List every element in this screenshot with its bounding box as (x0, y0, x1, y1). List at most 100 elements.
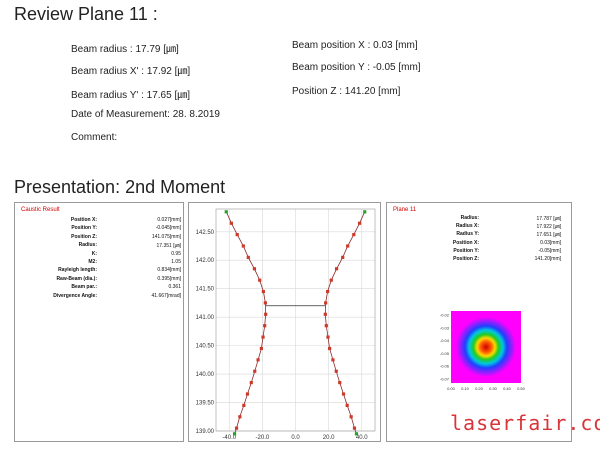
data-point-right (334, 267, 339, 271)
data-point-right (357, 221, 362, 225)
y-tick-label: 139.00 (196, 429, 215, 435)
data-point-right (341, 255, 345, 259)
value-row-value: 0.027[mm] (157, 217, 181, 223)
value-row: Radius Y: 17.651 [㎛] (387, 231, 571, 239)
x-tick-label: -20.0 (256, 435, 270, 441)
x-tick-label: 20.0 (323, 435, 335, 441)
beam-position-x-label: Beam position X : 0.03 [mm] (292, 40, 418, 51)
value-row-value: 0.361 (168, 284, 181, 291)
y-tick-label: 141.50 (196, 287, 215, 293)
value-row-value: 0.395[mm] (157, 275, 181, 282)
value-row-label: Radius: (78, 242, 97, 249)
review-title: Review Plane 11 : (14, 4, 158, 24)
data-point-left (258, 278, 262, 282)
data-point-right (329, 278, 333, 282)
value-row: Radius X: 17.922 [㎛] (387, 223, 571, 231)
data-point-right (324, 324, 328, 328)
data-point-left (235, 233, 239, 237)
plot-area-border (215, 208, 376, 432)
data-point-right (338, 381, 342, 385)
data-point-left (263, 301, 267, 305)
value-row-label: Position X: (70, 217, 97, 223)
data-point-left (229, 221, 234, 225)
value-row-value: 0.95 (171, 250, 181, 257)
value-row: Rayleigh length: 0.834[mm] (15, 267, 183, 275)
measurement-date-label: Date of Measurement: 28. 8.2019 (71, 109, 220, 120)
profile-x-tick-label: 0.10 (461, 386, 470, 391)
profile-x-tick-label: 0.30 (489, 386, 498, 391)
value-row: M2: 1.05 (15, 259, 183, 267)
value-row-label: Position Y: (71, 225, 97, 232)
value-row-value: 141.20[mm] (534, 256, 561, 262)
profile-x-tick-label: 0.40 (503, 386, 512, 391)
data-point-right (345, 403, 349, 407)
data-point-right (326, 335, 330, 339)
value-row-label: Position Z: (453, 256, 479, 262)
profile-y-tick-label: -0.03 (440, 325, 450, 330)
data-point-right (326, 289, 330, 294)
profile-y-tick-label: -0.04 (440, 338, 450, 343)
value-row-label: Radius X: (455, 223, 479, 230)
plane-panel: Plane 11 Radius: 17.787 [㎛] Radius X: 17.92… (386, 202, 572, 442)
value-row-label: K: (91, 250, 97, 257)
profile-x-tick-label: 0.50 (517, 386, 526, 391)
caustic-chart-panel: -40.0 -20.0 0.0 20.0 40.0 139.00 139.50 140.00 1… (188, 202, 381, 442)
value-row: Beam par.: 0.361 (15, 284, 183, 292)
value-row-value: 0.03[mm] (540, 239, 561, 246)
data-point-left (242, 403, 246, 407)
value-row-label: Radius: (460, 215, 479, 221)
value-row-label: Position Y: (453, 247, 479, 254)
data-point-right (346, 244, 350, 248)
data-point-right (363, 210, 367, 214)
x-tick-label: 0.0 (291, 435, 300, 441)
data-point-left (224, 210, 228, 214)
caustic-fit-line-right (324, 211, 366, 434)
value-row-value: 17.922 [㎛] (536, 224, 561, 231)
value-row: Position X: 0.027[mm] (15, 217, 183, 225)
data-point-left (256, 358, 260, 362)
data-point-left (246, 255, 250, 259)
data-point-right (324, 301, 328, 305)
value-row-value: -0.05[mm] (538, 247, 561, 254)
value-row-value: 17.351 [㎛] (156, 243, 181, 250)
value-row-value: 17.787 [㎛] (536, 216, 561, 222)
comment-label: Comment: (71, 132, 118, 143)
value-row-label: Rayleigh length: (58, 267, 97, 274)
x-tick-label: -40.0 (222, 435, 236, 441)
value-row-value: 41.667[mrad] (151, 292, 181, 299)
caustic-panel-title: Caustic Result (21, 207, 60, 213)
data-point-right (331, 358, 335, 362)
profile-x-tick-label: 0.00 (447, 386, 456, 391)
value-row-value: 17.651 [㎛] (536, 232, 561, 239)
profile-y-tick-label: -0.07 (440, 377, 450, 382)
data-point-left (253, 369, 257, 373)
y-tick-label: 141.00 (196, 315, 215, 321)
data-point-left (234, 426, 239, 430)
value-row: Radius: 17.787 [㎛] (387, 215, 571, 223)
value-row: Position X: 0.03[mm] (387, 240, 571, 248)
value-row-value: 1.05 (171, 259, 181, 265)
value-row: Radius: 17.351 [㎛] (15, 242, 183, 250)
value-row: Position Y: -0.05[mm] (387, 248, 571, 256)
data-point-left (264, 312, 268, 316)
value-row-label: Raw-Beam (dia.): (56, 275, 97, 282)
data-point-right (354, 432, 359, 436)
presentation-title: Presentation: 2nd Moment (14, 177, 226, 197)
caustic-fit-line-left (225, 211, 267, 434)
beam-radius-label: Beam radius : 17.79 [㎛] (71, 44, 179, 55)
value-row: Position Z: 141.075[mm] (15, 234, 183, 242)
data-point-right (352, 426, 357, 430)
value-row-label: Position X: (452, 239, 479, 246)
value-row-label: M2: (88, 259, 97, 265)
y-tick-label: 142.50 (196, 230, 215, 236)
y-tick-label: 142.00 (196, 258, 215, 264)
profile-x-tick-label: 0.20 (475, 386, 484, 391)
data-point-left (249, 381, 253, 385)
plane-panel-title: Plane 11 (393, 207, 417, 213)
data-point-left (252, 267, 257, 271)
value-row-value: 141.075[mm] (151, 233, 181, 240)
data-point-left (261, 289, 265, 294)
value-row-value: 0.834[mm] (157, 267, 181, 274)
y-tick-label: 140.00 (196, 372, 215, 378)
data-point-left (245, 392, 250, 396)
